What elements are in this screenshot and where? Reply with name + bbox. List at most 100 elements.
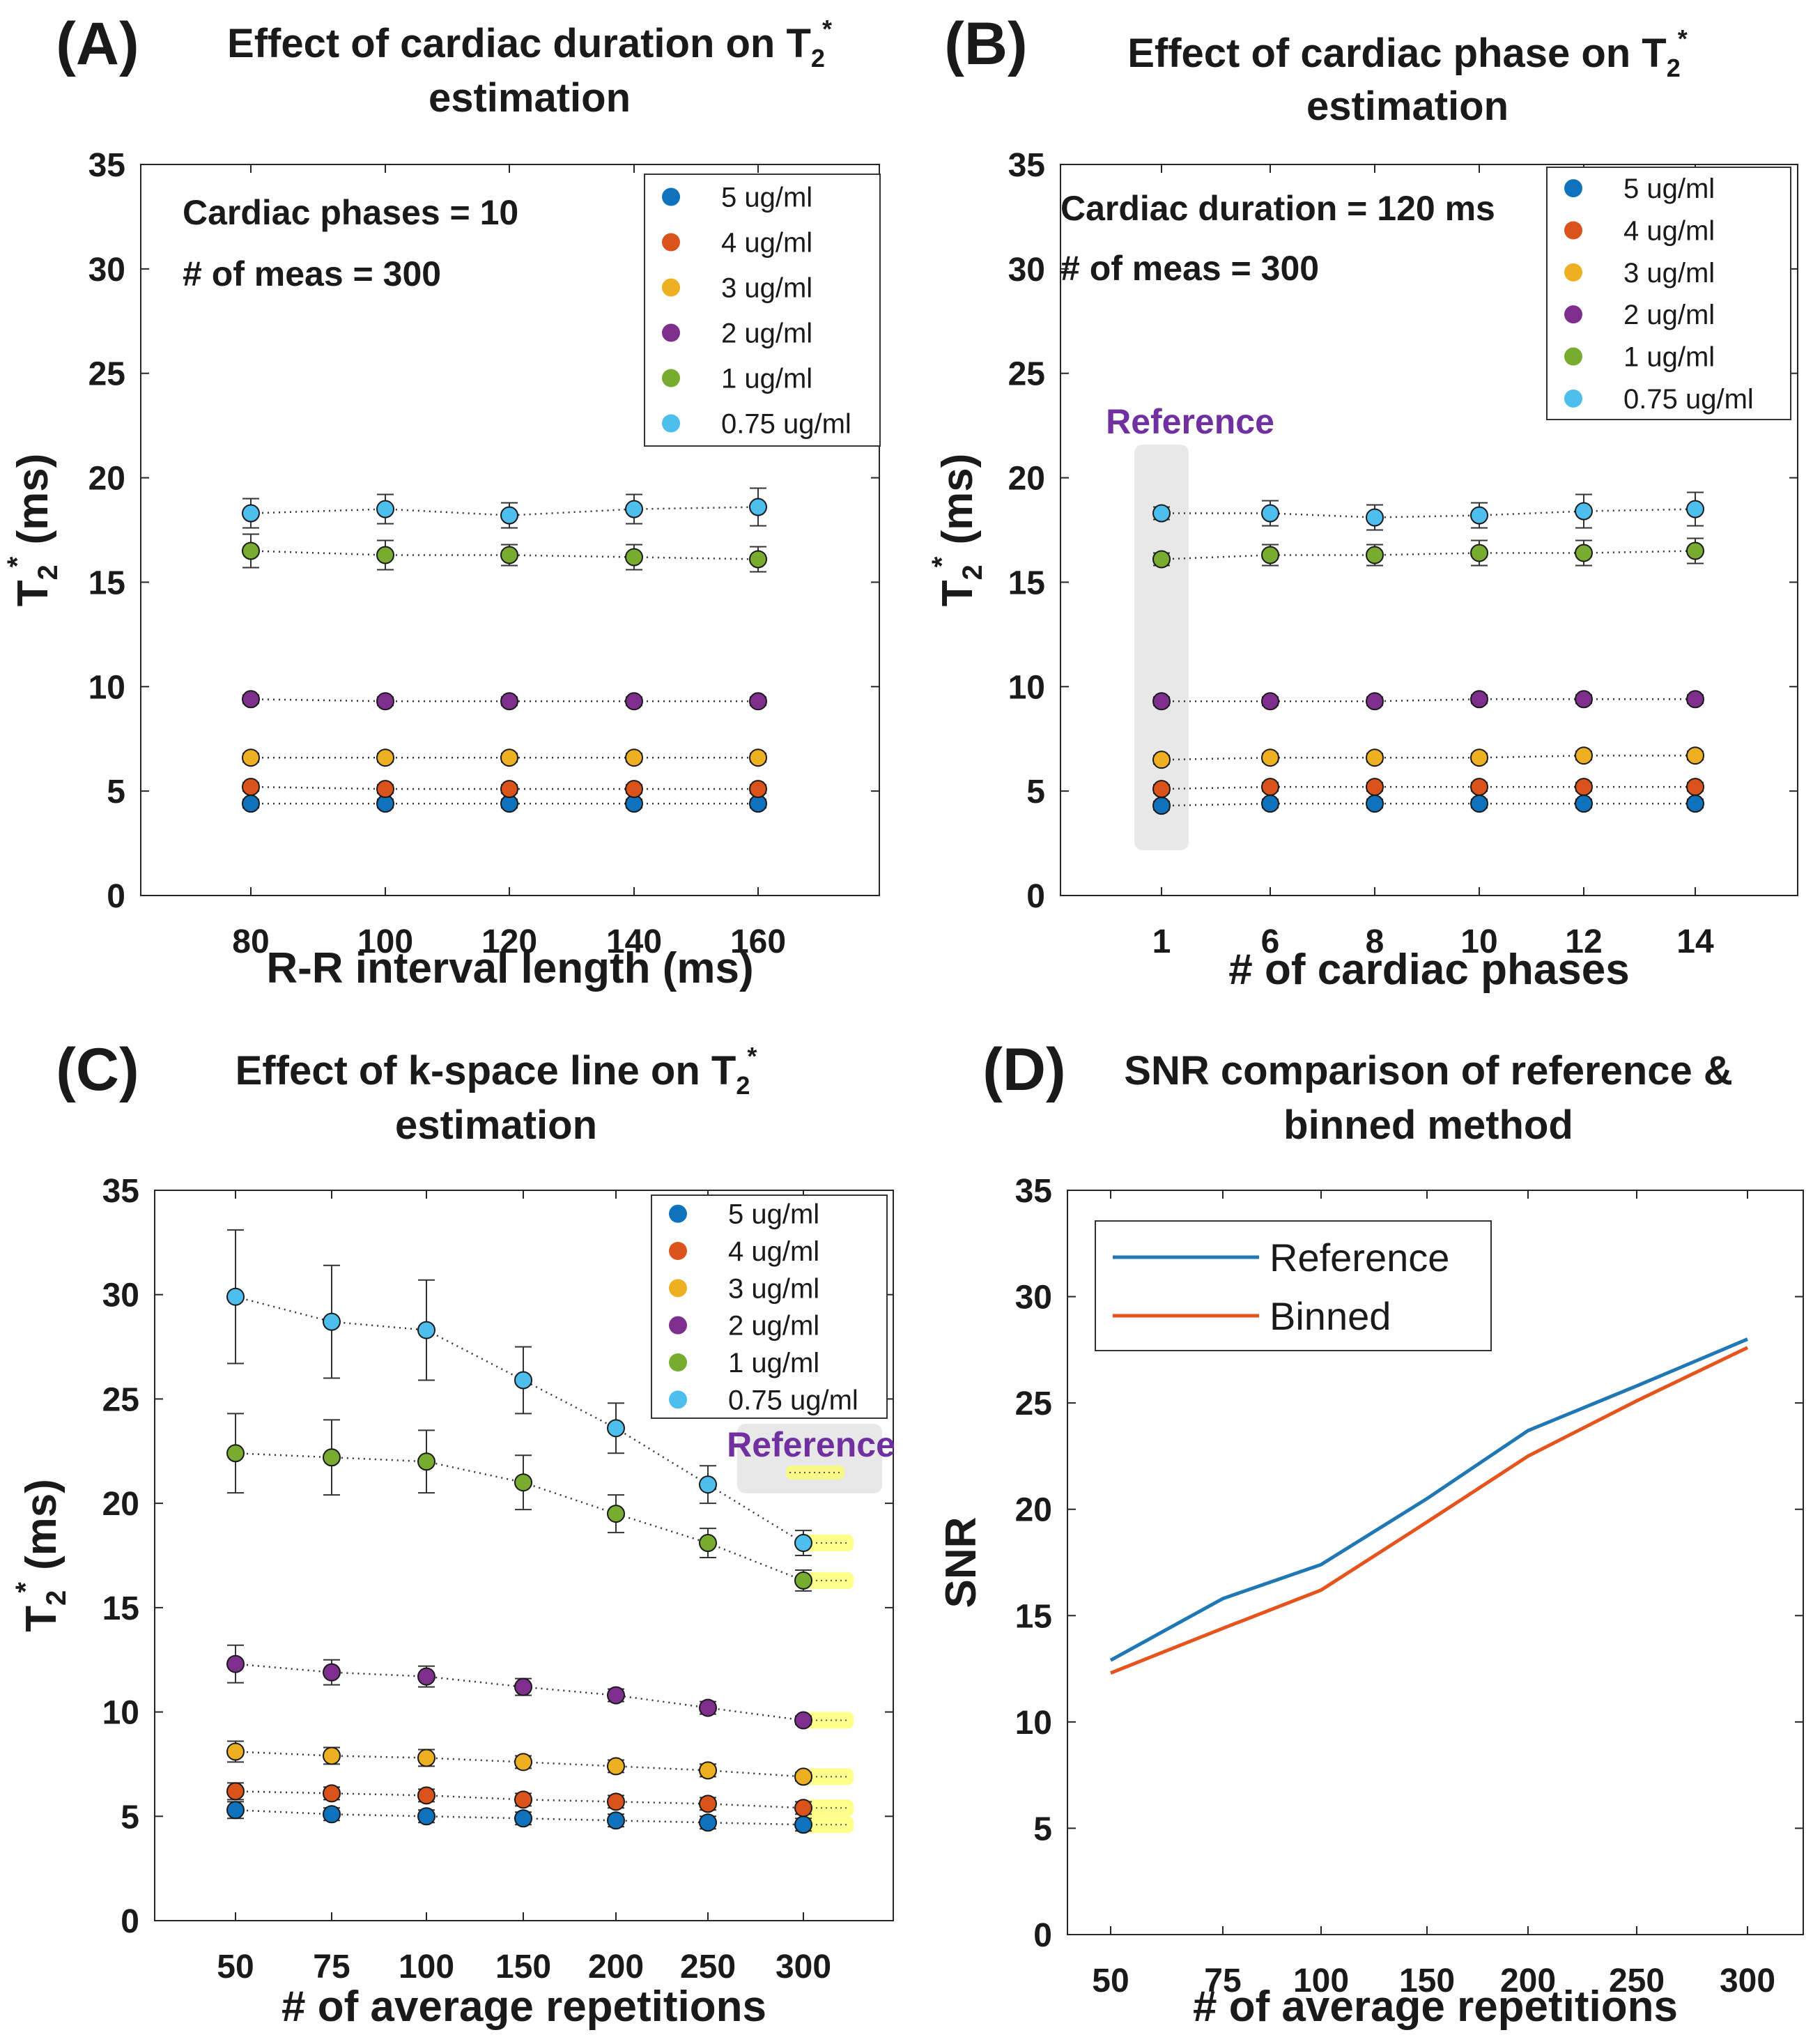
- title-subscript: 2: [1667, 54, 1681, 82]
- data-point: [376, 500, 394, 518]
- x-tick-label: 6: [1261, 923, 1280, 960]
- legend-marker: [1564, 179, 1582, 198]
- data-point: [1152, 780, 1171, 799]
- y-tick-label: 35: [88, 147, 125, 184]
- reference-highlight: [801, 1816, 854, 1834]
- data-point: [625, 780, 643, 799]
- title-superscript: *: [822, 15, 832, 43]
- panel-label: (C): [56, 1036, 139, 1103]
- chart-title-line-1: Effect of cardiac duration on T2*: [227, 15, 832, 72]
- data-point: [794, 1534, 812, 1553]
- legend-label: 5 ug/ml: [728, 1199, 819, 1230]
- data-point: [1575, 502, 1593, 521]
- y-tick-label: 0: [107, 878, 125, 915]
- y-tick-label: 35: [1008, 147, 1045, 184]
- x-tick-label: 200: [1500, 1962, 1556, 1999]
- data-point: [226, 1742, 245, 1761]
- y-tick-label: 25: [88, 356, 125, 393]
- legend-label: 2 ug/ml: [721, 318, 812, 349]
- y-label-superscript: *: [10, 1582, 41, 1593]
- data-point: [1366, 748, 1384, 767]
- legend-marker: [669, 1316, 687, 1335]
- x-tick-label: 100: [357, 923, 413, 960]
- y-tick-label: 15: [1015, 1598, 1052, 1635]
- x-axis-label: # of average repetitions: [281, 1983, 766, 2031]
- y-tick-label: 25: [1015, 1385, 1052, 1422]
- y-tick-label: 20: [1015, 1492, 1052, 1529]
- data-point: [323, 1448, 341, 1467]
- legend-label: 1 ug/ml: [721, 364, 812, 394]
- legend-marker: [669, 1242, 687, 1260]
- series-line: [1162, 698, 1695, 702]
- panel-label: (A): [56, 10, 139, 77]
- legend-marker: [662, 187, 680, 206]
- legend-label: 4 ug/ml: [728, 1236, 819, 1267]
- data-point: [625, 748, 643, 767]
- x-tick-label: 75: [1204, 1962, 1241, 1999]
- y-tick-label: 30: [1015, 1280, 1052, 1316]
- panel-c: (C) Effect of k-space line on T2*estimati…: [10, 1036, 895, 2031]
- reference-highlight: [801, 1768, 854, 1785]
- panel-a: (A) Effect of cardiac duration on T2*esti…: [2, 10, 881, 992]
- y-tick-label: 30: [88, 252, 125, 289]
- data-point: [1686, 500, 1704, 518]
- y-axis-label: SNR: [937, 1517, 985, 1608]
- series-line: [250, 698, 758, 702]
- panel-label: (B): [944, 10, 1027, 77]
- legend-marker: [669, 1353, 687, 1371]
- annotation-text: Cardiac phases = 10: [183, 193, 518, 232]
- data-point: [500, 780, 518, 799]
- legend-marker: [662, 414, 680, 433]
- y-tick-label: 15: [1008, 564, 1045, 601]
- data-point: [699, 1813, 717, 1832]
- chart-title-line-2: estimation: [1306, 84, 1509, 129]
- data-point: [1470, 690, 1488, 709]
- y-tick-label: 0: [1033, 1917, 1052, 1954]
- data-point: [749, 692, 767, 711]
- reference-shading: [1134, 445, 1189, 850]
- series-line: [1161, 785, 1695, 790]
- data-point: [1470, 794, 1488, 813]
- data-point: [226, 1654, 245, 1673]
- x-tick-label: 10: [1460, 923, 1497, 960]
- legend-box: [644, 174, 881, 447]
- y-label-subscript: 2: [41, 1590, 72, 1606]
- data-point: [699, 1475, 717, 1494]
- panel-d: (D) SNR comparison of reference & binned m…: [937, 1036, 1804, 2031]
- legend-marker: [1564, 389, 1582, 408]
- data-point: [323, 1746, 341, 1765]
- y-axis-label: T2* (ms): [10, 1479, 72, 1632]
- data-point: [323, 1784, 341, 1803]
- x-tick-label: 120: [481, 923, 537, 960]
- data-point: [1261, 692, 1279, 711]
- data-point: [625, 500, 643, 518]
- y-label-unit: (ms): [9, 454, 57, 557]
- title-superscript: *: [747, 1042, 757, 1070]
- x-tick-label: 1: [1152, 923, 1171, 960]
- y-label-unit: (ms): [17, 1479, 65, 1582]
- chart-title-line-1: Effect of cardiac phase on T2*: [1127, 24, 1688, 82]
- y-tick-label: 25: [1008, 356, 1045, 393]
- data-point: [1261, 748, 1279, 767]
- reference-shading: [737, 1424, 882, 1493]
- y-label-subscript: 2: [33, 564, 63, 580]
- data-point: [1470, 506, 1488, 525]
- legend-box: [1546, 167, 1791, 420]
- data-point: [1366, 508, 1384, 527]
- data-point: [514, 1473, 532, 1492]
- series-line: [250, 785, 758, 790]
- y-tick-label: 10: [1015, 1705, 1052, 1742]
- y-label-superscript: *: [2, 556, 33, 567]
- reference-highlight: [801, 1799, 854, 1817]
- data-point: [376, 546, 394, 564]
- series-line: [250, 550, 759, 560]
- y-tick-label: 15: [102, 1590, 139, 1627]
- legend-marker: [1564, 221, 1582, 240]
- x-axis-label: R-R interval length (ms): [266, 944, 753, 992]
- series-line: [250, 506, 759, 516]
- y-label-unit: (ms): [934, 454, 982, 557]
- chart-title-line-2: estimation: [429, 75, 631, 121]
- data-point: [1686, 794, 1704, 813]
- data-point: [1152, 751, 1171, 769]
- legend-label: 1 ug/ml: [728, 1348, 819, 1378]
